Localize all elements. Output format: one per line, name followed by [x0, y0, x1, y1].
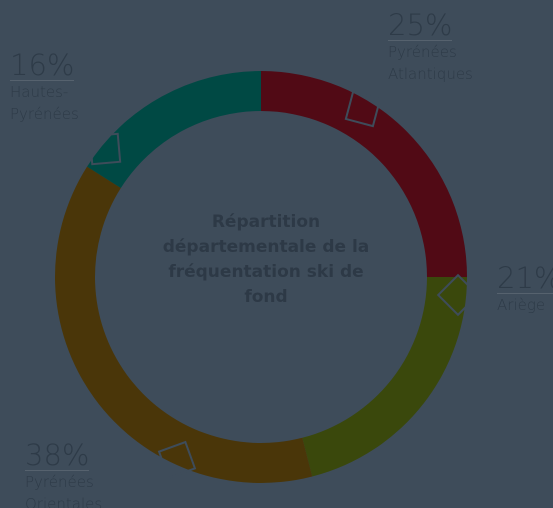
marker — [436, 273, 480, 317]
value-label: 38% — [25, 438, 90, 472]
donut-segment — [55, 166, 313, 483]
value-label: 16% — [10, 48, 75, 82]
data-label: 21% Ariège — [497, 263, 553, 316]
value-label: 25% — [388, 8, 453, 42]
data-label: 25% Pyrénées Atlantiques — [388, 10, 498, 85]
donut-segment — [302, 277, 467, 477]
data-label: 16% Hautes-Pyrénées — [10, 50, 80, 125]
marker — [88, 132, 122, 166]
value-label: 21% — [497, 263, 553, 294]
chart-title: Répartition départementale de la fréquen… — [162, 212, 370, 307]
category-label: Hautes-Pyrénées — [10, 83, 79, 123]
data-label: 38% Pyrénées Orientales — [25, 440, 125, 508]
marker — [344, 90, 382, 128]
category-label: Pyrénées Orientales — [25, 473, 103, 508]
donut-segment — [87, 71, 261, 189]
category-label: Ariège — [497, 296, 546, 314]
category-label: Pyrénées Atlantiques — [388, 43, 473, 83]
donut-segment — [261, 71, 467, 277]
marker — [157, 440, 197, 480]
